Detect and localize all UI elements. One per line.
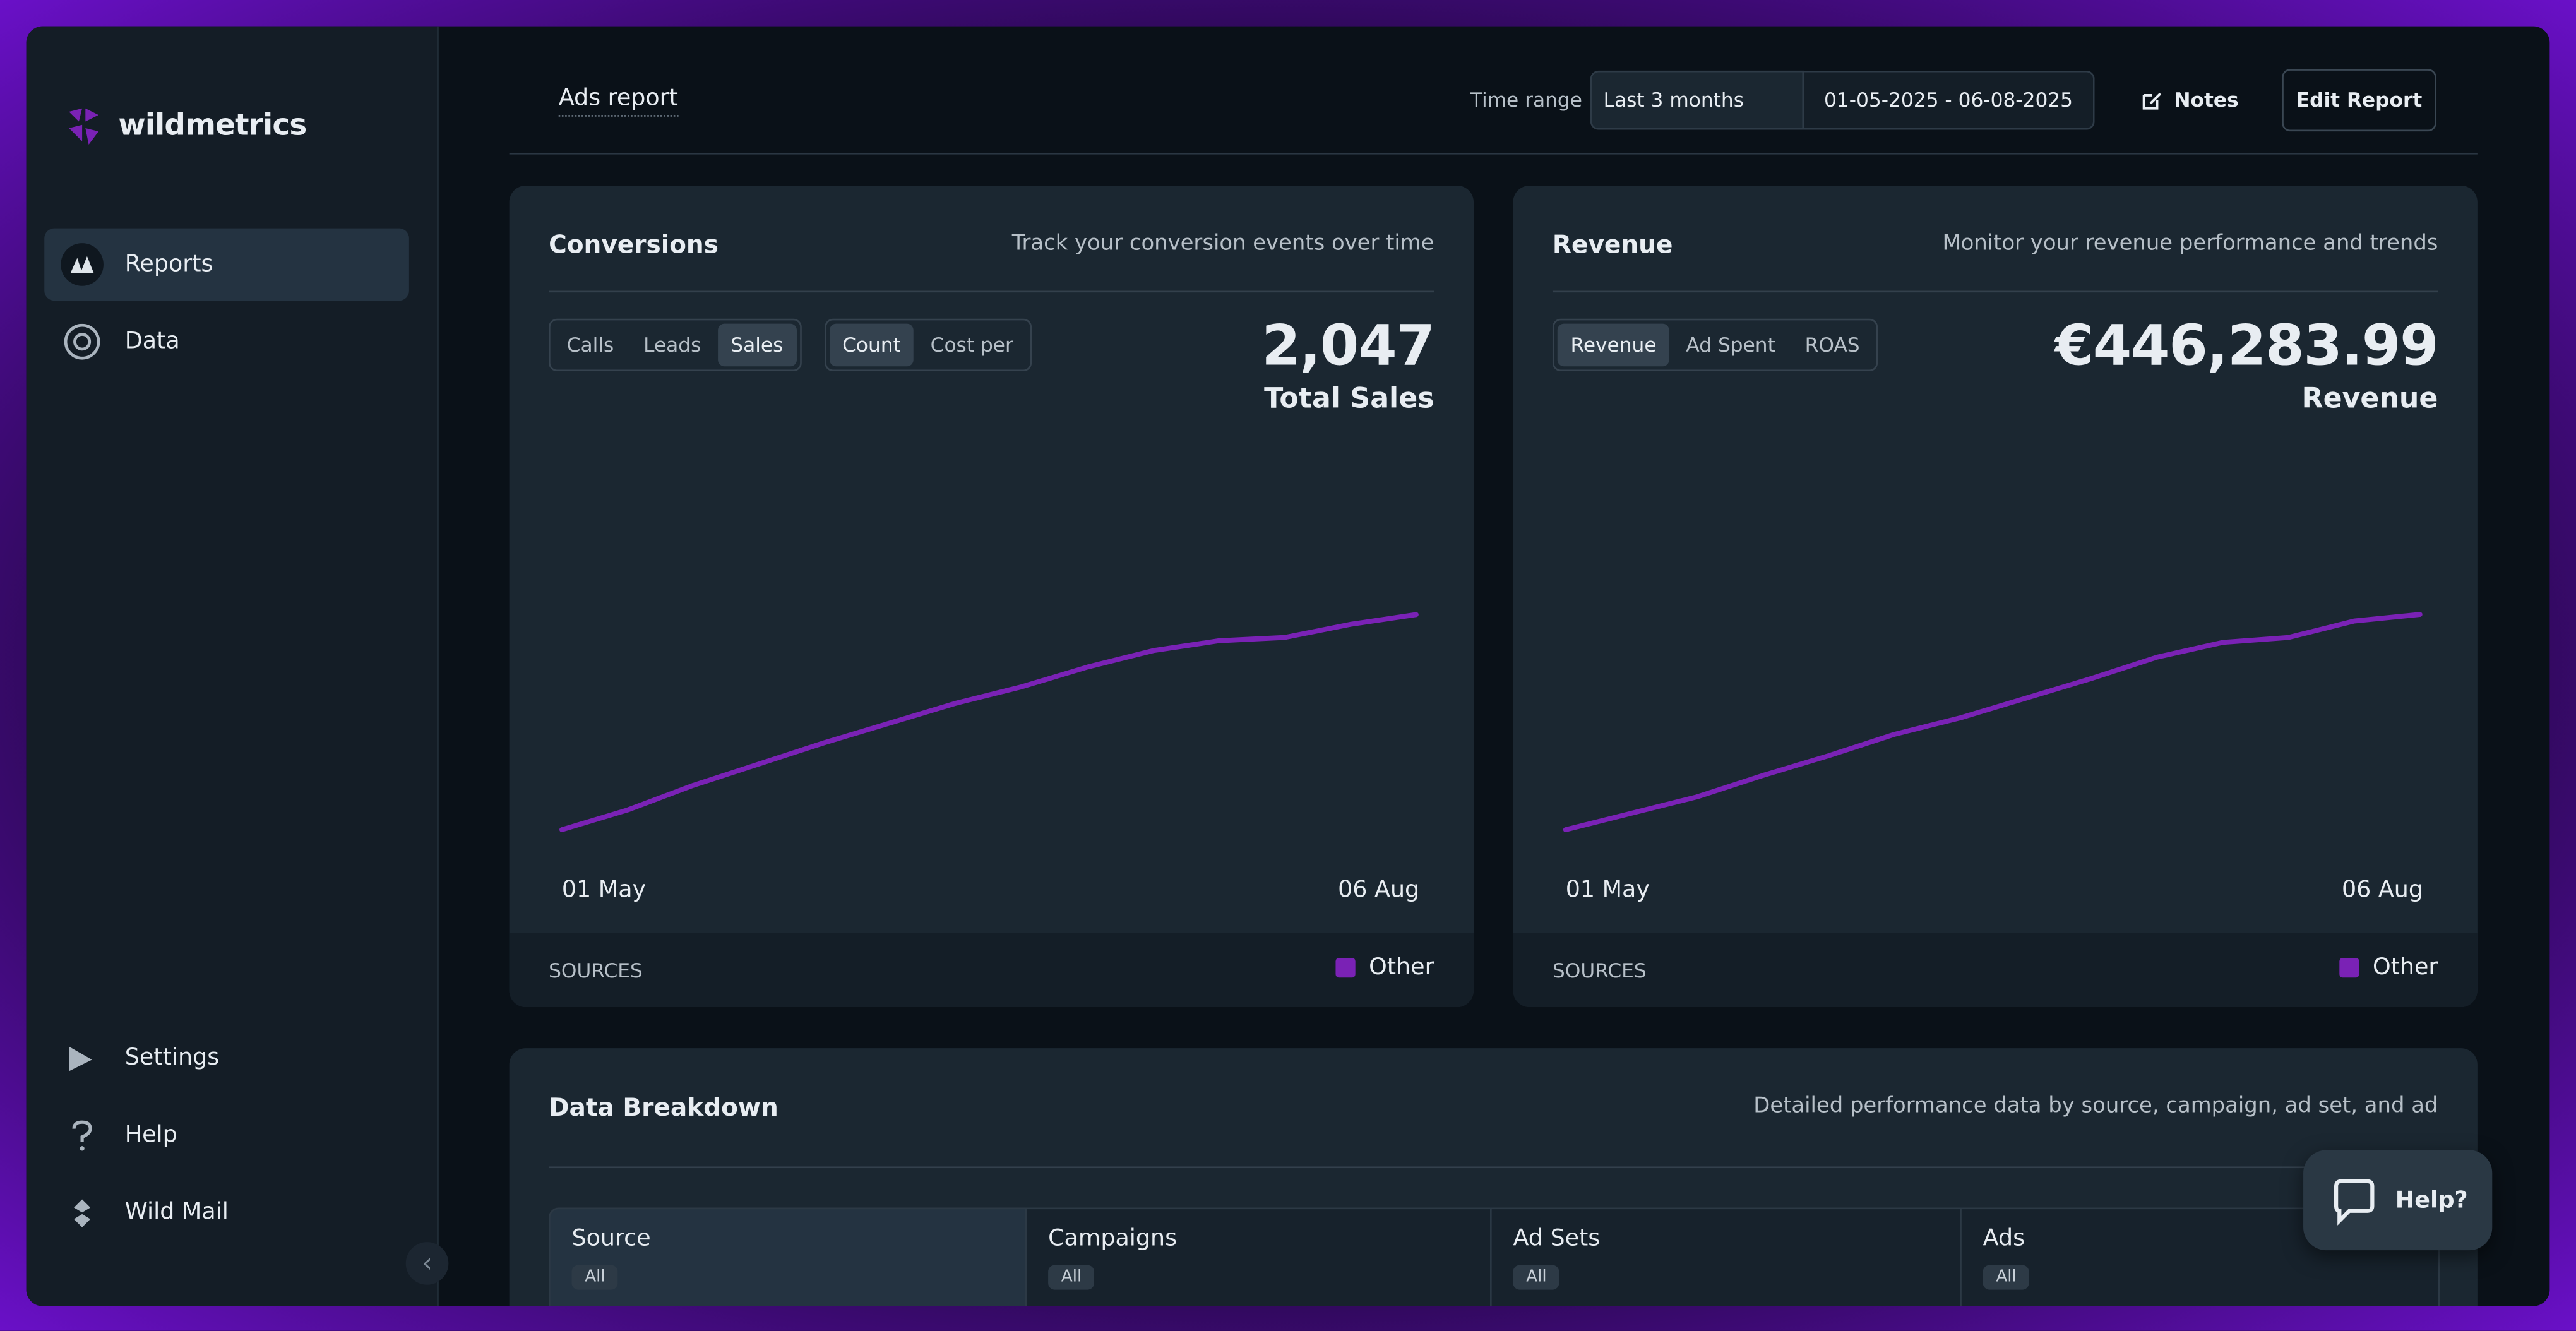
breakdown-column[interactable]: Campaigns All	[1025, 1207, 1494, 1306]
big-label: Revenue	[2301, 383, 2438, 416]
nav-label: Settings	[124, 1044, 220, 1071]
card-subtitle: Detailed performance data by source, cam…	[1753, 1094, 2438, 1119]
icon	[2334, 1178, 2375, 1225]
segmented-control: Revenue Ad Spent ROAS	[1552, 318, 1878, 372]
edit-button[interactable]: Edit Report	[2282, 69, 2436, 132]
sources-label: SOURCES	[1552, 959, 1647, 983]
app-window: wildmetrics Reports Data Settings Help W…	[26, 26, 2550, 1306]
card-footer: SOURCES Other	[509, 933, 1474, 1008]
divider	[549, 1166, 2438, 1169]
sources-label: SOURCES	[549, 959, 643, 983]
card-title: Data Breakdown	[549, 1092, 778, 1123]
logo	[69, 108, 99, 145]
big-number: 2,047	[1261, 313, 1435, 380]
tab[interactable]: ROAS	[1804, 333, 1860, 357]
icon	[69, 1046, 92, 1071]
segmented-control: Count Cost per	[824, 318, 1032, 372]
divider	[509, 152, 2478, 155]
breakdown-card: Data Breakdown Detailed performance data…	[509, 1048, 2478, 1306]
icon	[72, 1120, 92, 1151]
brand: wildmetrics	[118, 108, 307, 143]
divider	[549, 290, 1434, 293]
nav-label: Help	[124, 1122, 177, 1149]
button-label: Notes	[2174, 88, 2239, 112]
card-title: Revenue	[1552, 230, 1673, 260]
legend-label: Other	[1369, 954, 1434, 981]
line-chart: 01 May 06 Aug	[559, 612, 1419, 903]
nav-item[interactable]: Settings	[44, 1022, 409, 1094]
big-label: Total Sales	[1264, 383, 1434, 416]
x-tick-label: 01 May	[562, 876, 646, 903]
breakdown-column[interactable]: Ad Sets All	[1490, 1207, 1964, 1306]
x-tick-label: 06 Aug	[1338, 876, 1419, 903]
card-title: Conversions	[549, 230, 719, 260]
icon	[64, 323, 100, 360]
nav-item[interactable]: Help	[44, 1099, 409, 1171]
nav-label: Data	[124, 328, 180, 355]
filter-chip: All	[1048, 1265, 1095, 1290]
revenue-card: Revenue Monitor your revenue performance …	[1513, 186, 2478, 1008]
segmented-control: Calls Leads Sales	[549, 318, 802, 372]
nav-item[interactable]: Reports	[44, 228, 409, 301]
filter-chip: All	[1983, 1265, 2030, 1290]
time-range-label: Time range	[1470, 88, 1582, 112]
tab[interactable]: Cost per	[930, 333, 1013, 357]
tab[interactable]: Sales	[717, 323, 797, 367]
help-button[interactable]: Help?	[2303, 1150, 2493, 1251]
legend-item: Other	[1336, 955, 1434, 981]
divider	[1552, 290, 2438, 293]
breakdown-column[interactable]: Source All	[549, 1207, 1029, 1306]
column-name: Ad Sets	[1513, 1226, 1601, 1252]
report-title[interactable]: Ads report	[558, 85, 678, 117]
series-line	[1563, 612, 2423, 832]
tab[interactable]: Calls	[566, 333, 614, 357]
legend-swatch	[1336, 957, 1356, 978]
line-chart: 01 May 06 Aug	[1563, 612, 2423, 903]
icon	[61, 243, 104, 286]
conversions-card: Conversions Track your conversion events …	[509, 186, 1474, 1008]
filter-chip: All	[1513, 1265, 1560, 1290]
tab[interactable]: Revenue	[1557, 323, 1670, 367]
legend-item: Other	[2339, 954, 2438, 981]
x-tick-label: 06 Aug	[2342, 876, 2423, 903]
range-select[interactable]: Last 3 months	[1590, 70, 1804, 130]
icon	[74, 1199, 91, 1227]
nav-label: Wild Mail	[124, 1199, 229, 1226]
tab[interactable]: Count	[829, 323, 914, 367]
column-name: Ads	[1983, 1226, 2025, 1252]
column-name: Campaigns	[1048, 1226, 1178, 1252]
nav-item[interactable]: Wild Mail	[44, 1176, 409, 1248]
x-tick-label: 01 May	[1566, 876, 1650, 903]
tab[interactable]: Leads	[643, 333, 701, 357]
card-subtitle: Monitor your revenue performance and tre…	[1942, 231, 2438, 256]
card-footer: SOURCES Other	[1513, 933, 2478, 1008]
big-number: €446,283.99	[2054, 313, 2439, 380]
sidebar: wildmetrics Reports Data Settings Help W…	[26, 26, 449, 1306]
help-label: Help?	[2395, 1186, 2468, 1214]
nav-item[interactable]: Data	[44, 306, 409, 378]
tab[interactable]: Ad Spent	[1686, 333, 1775, 357]
notes-button[interactable]: Notes	[2136, 71, 2245, 130]
icon	[2143, 92, 2162, 110]
collapse-button[interactable]: ‹	[405, 1242, 449, 1285]
legend-label: Other	[2372, 954, 2438, 981]
filter-chip: All	[571, 1265, 619, 1290]
nav-label: Reports	[124, 251, 213, 278]
date-picker[interactable]: 01-05-2025 - 06-08-2025	[1804, 70, 2095, 130]
legend-swatch	[2339, 957, 2360, 978]
series-line	[559, 612, 1419, 832]
card-subtitle: Track your conversion events over time	[1011, 231, 1434, 256]
column-name: Source	[571, 1226, 651, 1252]
